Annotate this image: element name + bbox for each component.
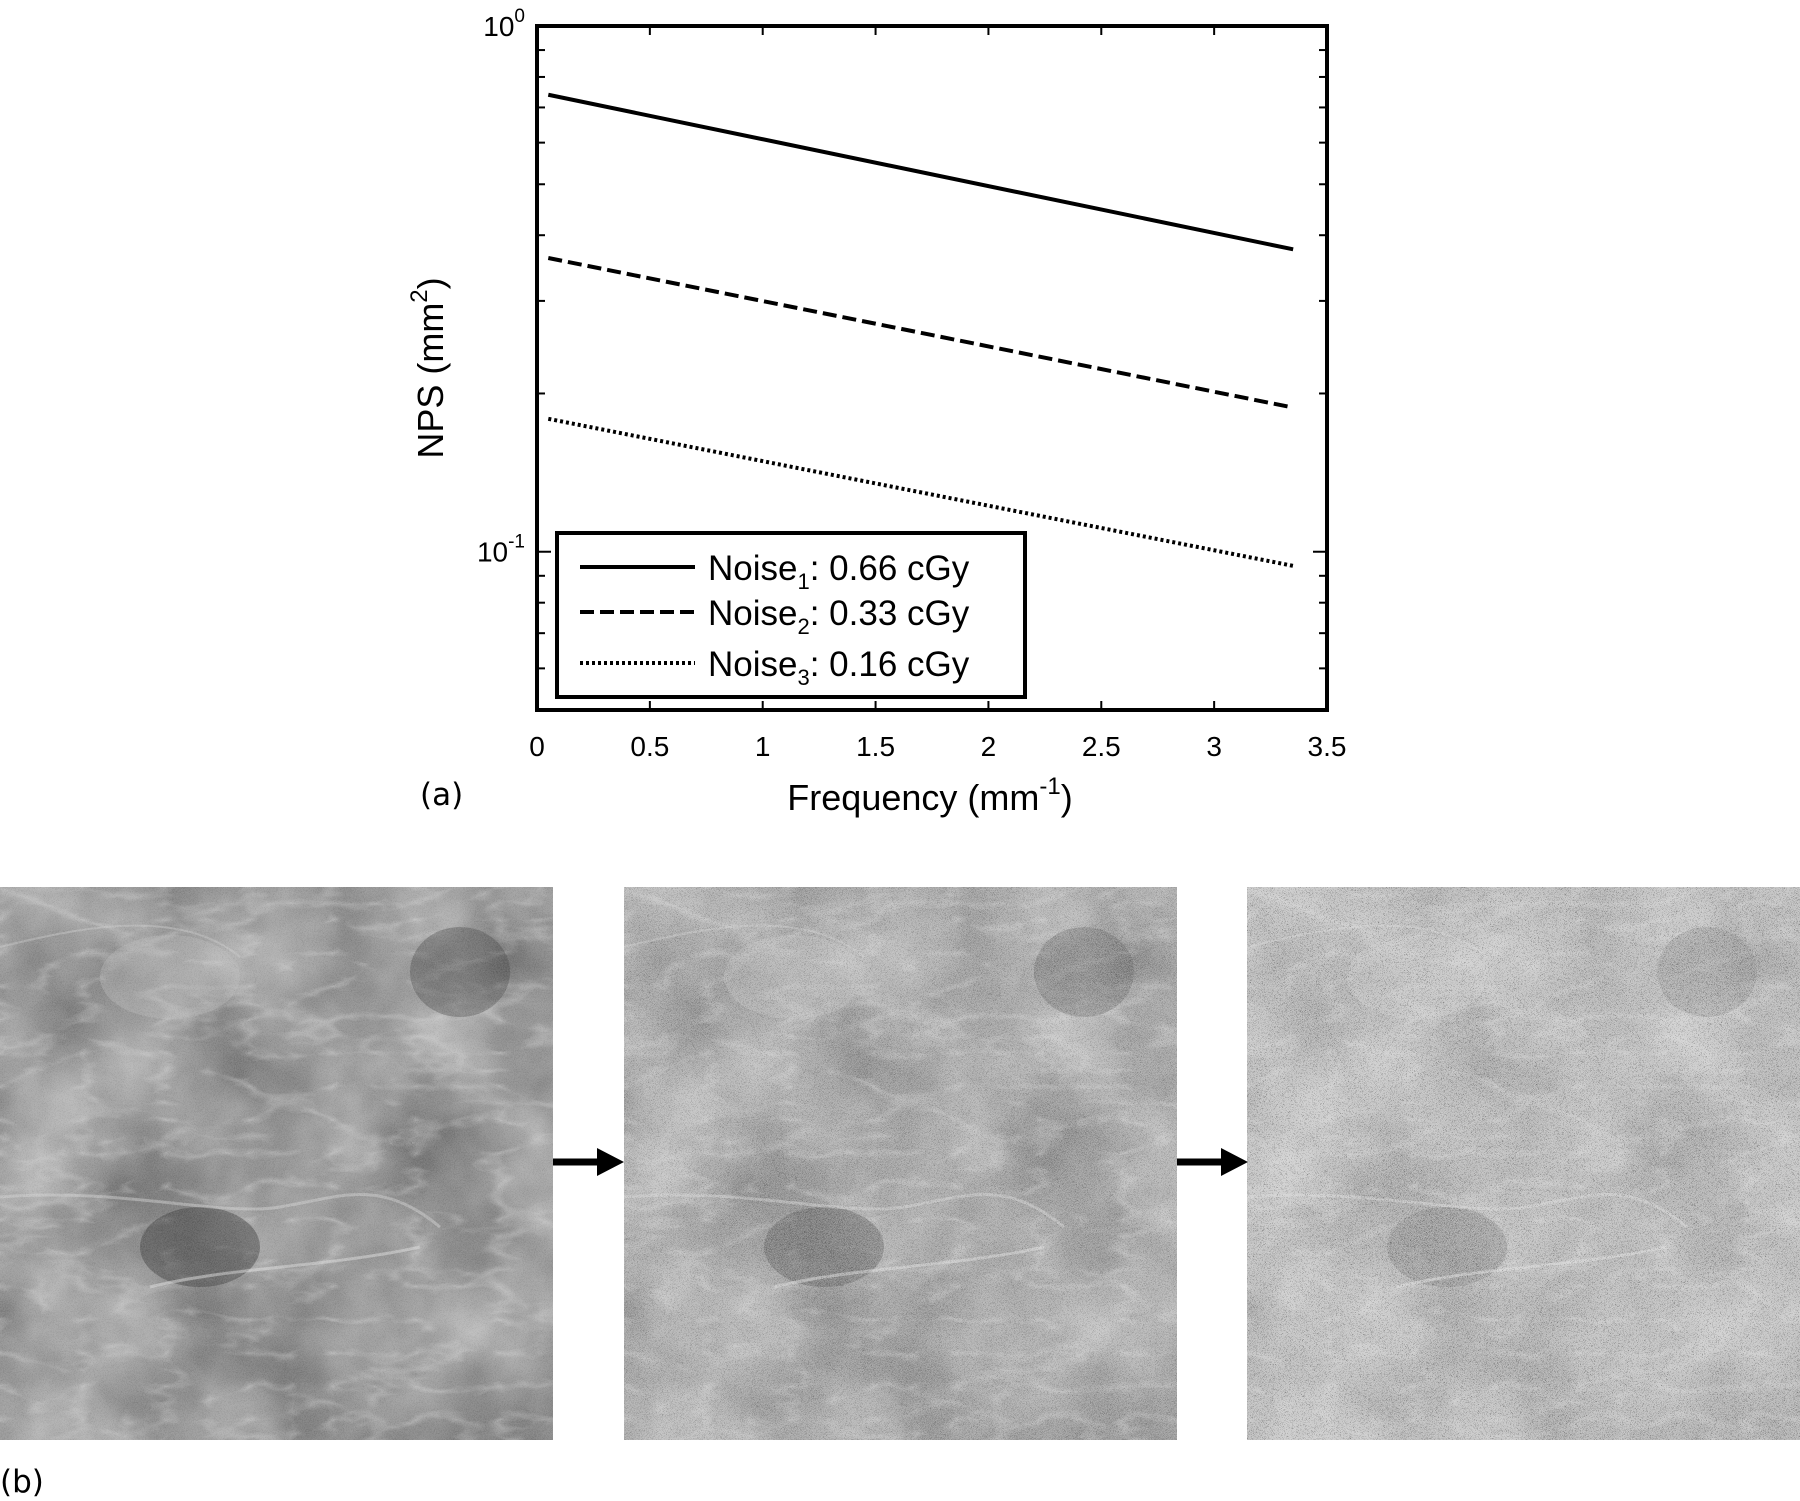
mammogram-original-image [0,887,553,1440]
x-tick-label: 1 [755,731,771,762]
x-tick-label: 1.5 [856,731,895,762]
legend-label-3: Noise3: 0.16 cGy [708,645,970,690]
mammogram-noise-high-image [1247,887,1800,1440]
x-tick-label: 3.5 [1308,731,1347,762]
x-tick-label: 2 [981,731,997,762]
series-line-1 [547,92,1294,252]
x-tick-label: 0.5 [630,731,669,762]
mammogram-noise-medium-image [624,887,1177,1440]
series-line-3 [547,416,1294,568]
x-axis-label: Frequency (mm-1) [787,773,1072,818]
y-axis-label: NPS (mm2) [406,277,451,458]
arrow-right-icon [1177,1148,1248,1176]
legend-label-2: Noise2: 0.33 cGy [708,594,970,639]
x-tick-label: 2.5 [1082,731,1121,762]
y-tick-label: 10-1 [477,532,525,568]
legend-box [555,531,1027,699]
plot-frame [535,24,1329,712]
panel-label-b: (b) [0,1464,44,1500]
nps-chart: 0 0.5 1 1.5 2 2.5 3 3.5 100 10-1 Frequency (mm-1)… [406,6,1347,818]
x-tick-label: 0 [529,731,545,762]
x-tick-label: 3 [1206,731,1222,762]
legend-label-1: Noise1: 0.66 cGy [708,549,970,594]
y-tick-label: 100 [483,6,525,42]
panel-label-a: (a) [420,777,464,813]
series-line-2 [547,256,1294,410]
arrow-right-icon [553,1148,624,1176]
